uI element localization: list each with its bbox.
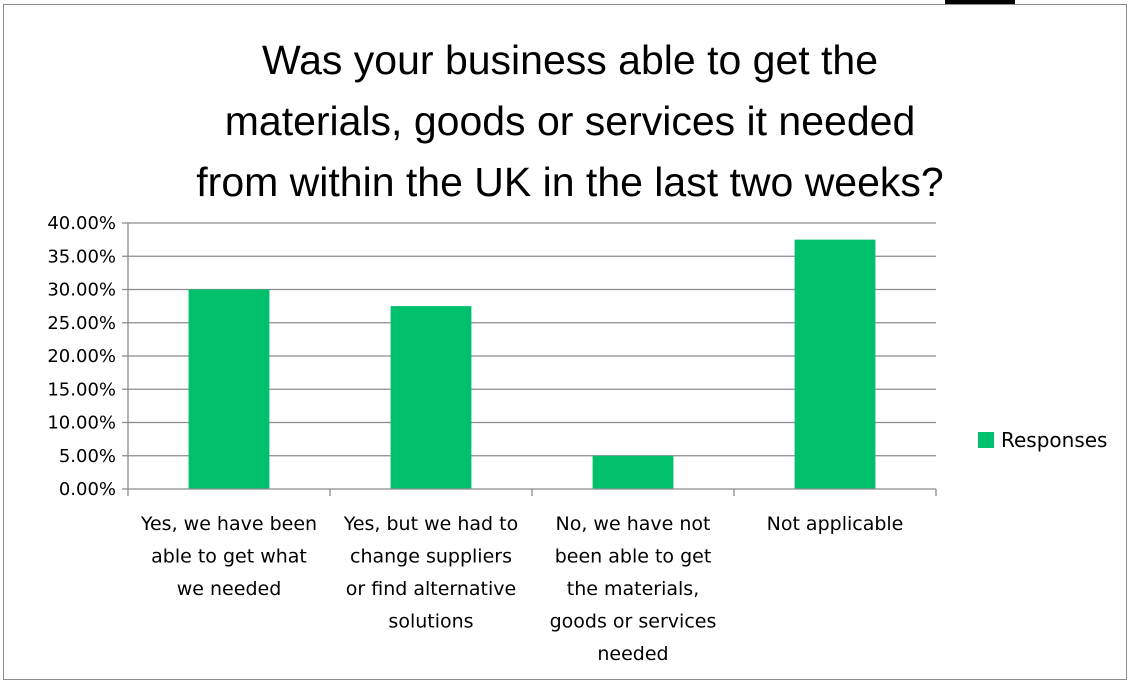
category-label: solutions <box>388 611 473 633</box>
category-label: No, we have not <box>556 513 711 535</box>
bar-3 <box>592 455 674 489</box>
category-label: change suppliers <box>350 546 512 568</box>
category-label: Yes, we have been <box>140 513 317 535</box>
bars <box>188 239 876 489</box>
y-tick-label: 10.00% <box>47 413 116 434</box>
category-label: needed <box>597 643 668 665</box>
y-tick-label: 35.00% <box>47 246 116 267</box>
category-label: goods or services <box>550 611 717 633</box>
bar-4 <box>794 239 876 489</box>
legend: Responses <box>978 428 1107 452</box>
legend-swatch <box>978 432 994 448</box>
y-tick-label: 20.00% <box>47 346 116 367</box>
bar-1 <box>188 289 270 489</box>
y-tick-label: 25.00% <box>47 313 116 334</box>
y-tick-label: 40.00% <box>47 213 116 234</box>
y-tick-label: 0.00% <box>59 479 116 500</box>
category-label: able to get what <box>151 546 307 568</box>
category-label: been able to get <box>555 546 712 568</box>
labels: 0.00% 5.00% 10.00% 15.00% 20.00% 25.00% 30.00%… <box>47 213 903 665</box>
category-label: or find alternative <box>346 578 516 600</box>
category-label: we needed <box>177 578 282 600</box>
chart-title-line-1: Was your business able to get the <box>261 37 879 83</box>
category-label: Yes, but we had to <box>343 513 518 535</box>
chart-title: Was your business able to get the materi… <box>100 30 1040 213</box>
y-tick-label: 30.00% <box>47 280 116 301</box>
category-label: Not applicable <box>767 513 904 535</box>
y-tick-label: 5.00% <box>59 446 116 467</box>
y-tick-label: 15.00% <box>47 379 116 400</box>
axes <box>122 222 937 496</box>
top-edge-mark <box>945 0 1015 4</box>
legend-label: Responses <box>1001 428 1107 452</box>
bar-2 <box>390 306 472 489</box>
category-label: the materials, <box>567 578 699 600</box>
chart-title-line-3: from within the UK in the last two weeks… <box>196 159 944 205</box>
chart-title-line-2: materials, goods or services it needed <box>224 98 916 144</box>
